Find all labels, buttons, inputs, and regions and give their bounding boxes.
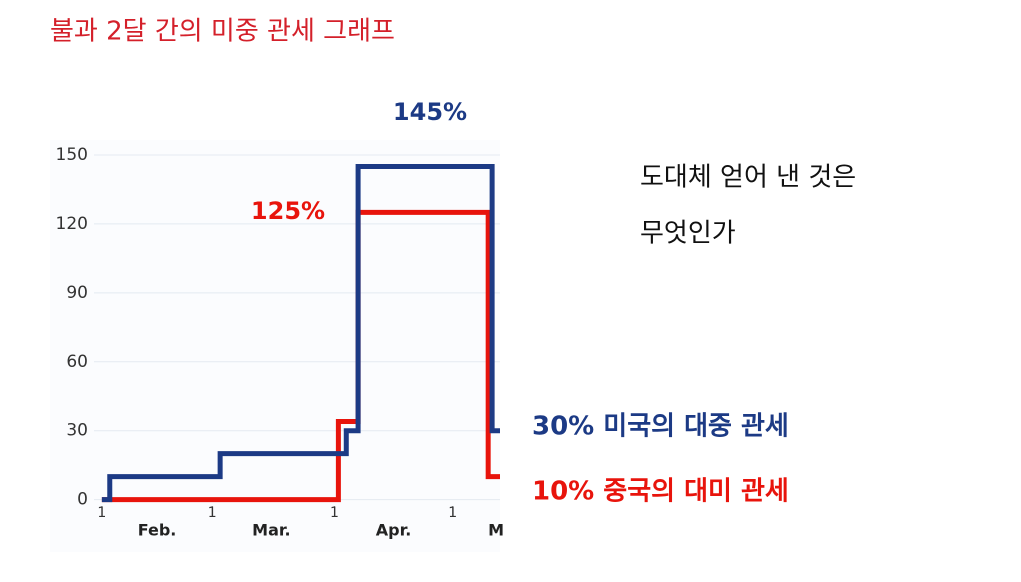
x-tick-label: 1 <box>208 505 217 521</box>
plot-background <box>50 140 500 552</box>
y-tick-label: 30 <box>66 421 88 441</box>
y-tick-label: 150 <box>56 145 88 165</box>
legend-label: 10% 중국의 대미 관세 <box>532 477 789 507</box>
month-label: Mar. <box>252 521 290 540</box>
month-label: Feb. <box>138 521 177 540</box>
y-tick-label: 90 <box>66 283 88 303</box>
y-tick-label: 0 <box>77 490 88 510</box>
annotation: 125% <box>251 197 325 225</box>
month-label: Apr. <box>376 521 412 540</box>
chart-title: 불과 2달 간의 미중 관세 그래프 <box>50 17 395 47</box>
side-text: 무엇인가 <box>640 219 736 249</box>
x-tick-label: 1 <box>97 505 106 521</box>
x-tick-label: 1 <box>448 505 457 521</box>
y-tick-label: 120 <box>56 214 88 234</box>
x-tick-label: 1 <box>330 505 339 521</box>
series-line <box>101 163 500 503</box>
annotation: 145% <box>393 98 467 126</box>
y-tick-label: 60 <box>66 352 88 372</box>
side-text: 도대체 얻어 낸 것은 <box>640 163 856 193</box>
month-label: M <box>488 521 504 540</box>
legend-label: 30% 미국의 대중 관세 <box>532 412 789 442</box>
